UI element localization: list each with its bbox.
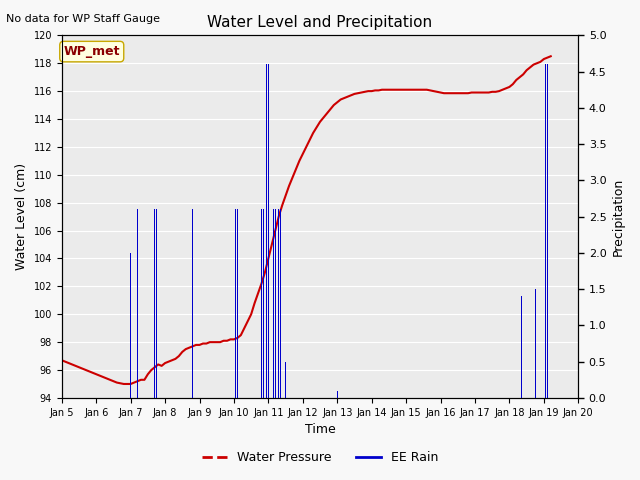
X-axis label: Time: Time bbox=[305, 423, 335, 436]
Text: WP_met: WP_met bbox=[63, 45, 120, 58]
Y-axis label: Precipitation: Precipitation bbox=[612, 178, 625, 256]
Legend: Water Pressure, EE Rain: Water Pressure, EE Rain bbox=[196, 446, 444, 469]
Title: Water Level and Precipitation: Water Level and Precipitation bbox=[207, 15, 433, 30]
Text: No data for WP Staff Gauge: No data for WP Staff Gauge bbox=[6, 14, 161, 24]
Y-axis label: Water Level (cm): Water Level (cm) bbox=[15, 163, 28, 270]
